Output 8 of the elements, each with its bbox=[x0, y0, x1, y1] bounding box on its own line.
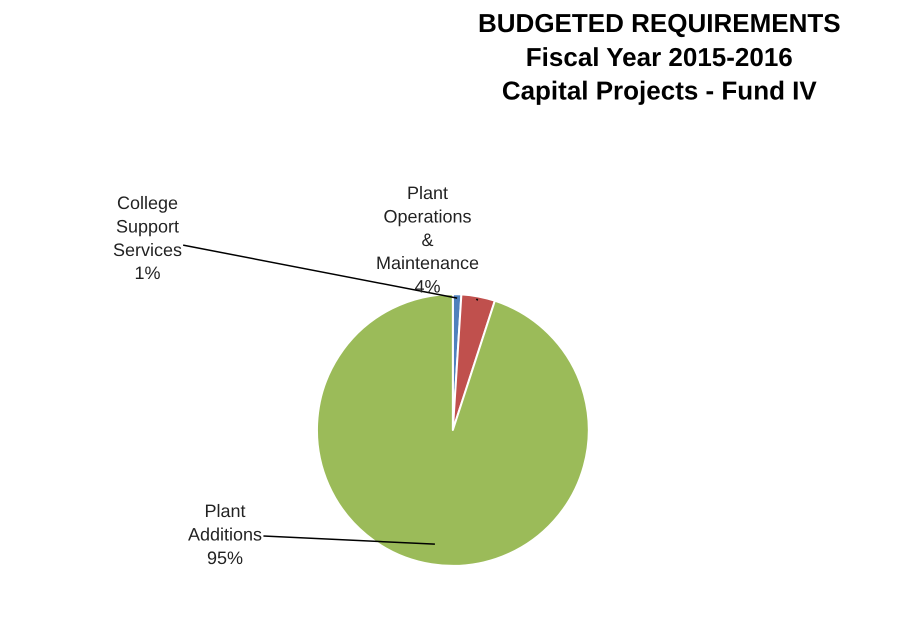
pie-slice bbox=[316, 293, 590, 567]
data-label: 4% bbox=[414, 276, 441, 297]
slice-label: Plant Operations & Maintenance bbox=[376, 183, 480, 274]
slice-label: Plant Additions bbox=[188, 501, 262, 544]
slice-label: College Support Services bbox=[113, 193, 182, 260]
data-label: 1% bbox=[134, 263, 161, 284]
data-label: 95% bbox=[207, 548, 244, 568]
text: BUDGETED REQUIREMENTS Fiscal Year 2015-2016 Capital Projects - Fund IV bbox=[478, 8, 841, 106]
